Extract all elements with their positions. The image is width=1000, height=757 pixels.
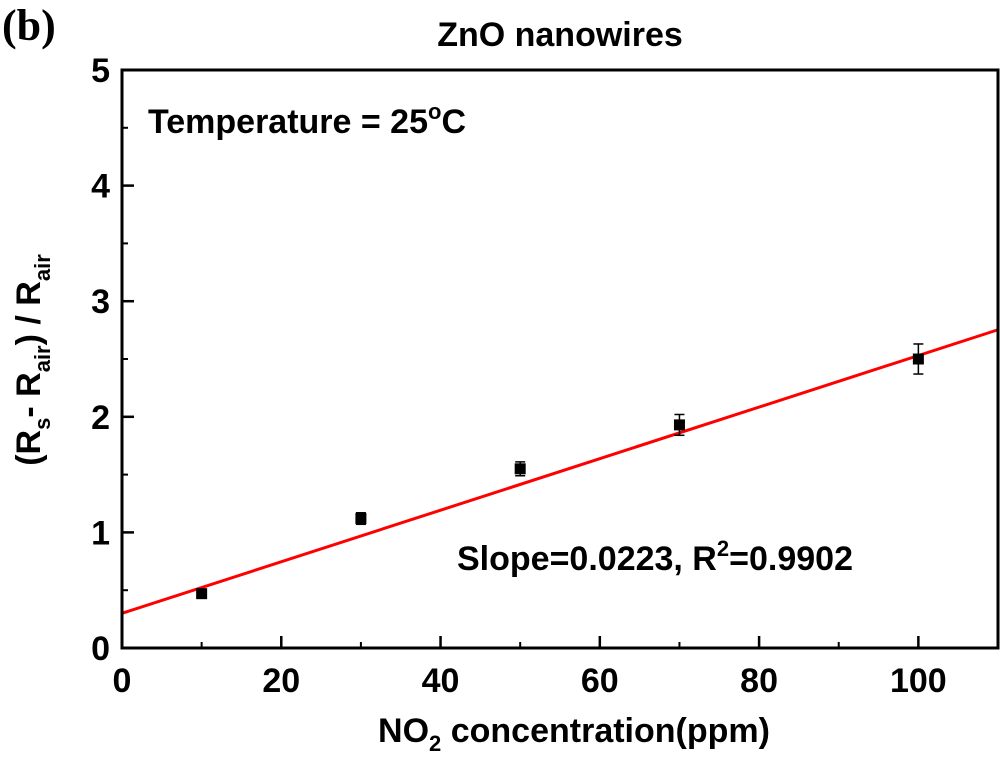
data-point	[673, 419, 685, 431]
y-tick-label: 3	[91, 283, 110, 321]
data-point	[196, 588, 208, 600]
panel-label: (b)	[2, 1, 56, 50]
x-tick-label: 0	[113, 662, 132, 700]
y-tick-label: 2	[91, 399, 110, 437]
y-tick-label: 1	[91, 514, 110, 552]
plot-frame	[120, 68, 1000, 650]
x-tick-label: 100	[890, 662, 947, 700]
data-point	[355, 513, 367, 525]
temperature-annotation: Temperature = 25oC	[148, 99, 466, 141]
fit-line	[121, 328, 999, 615]
x-tick-label: 80	[740, 662, 778, 700]
data-point	[514, 463, 526, 475]
plot-area: 0 20 40 60 80 100 0 1 2 3 4 5	[91, 52, 999, 700]
y-tick-label: 5	[91, 52, 110, 90]
x-tick-label: 20	[262, 662, 300, 700]
x-tick-label: 40	[422, 662, 460, 700]
x-axis-label: NO2 concentration(ppm)	[378, 712, 770, 756]
data-point	[912, 353, 924, 365]
x-tick-label: 60	[581, 662, 619, 700]
fit-annotation: Slope=0.0223, R2=0.9902	[457, 536, 853, 578]
y-tick-label: 4	[91, 168, 110, 206]
chart-title: ZnO nanowires	[437, 16, 683, 54]
y-tick-label: 0	[91, 630, 110, 668]
y-axis-label: (Rs- Rair) / Rair	[10, 254, 55, 466]
